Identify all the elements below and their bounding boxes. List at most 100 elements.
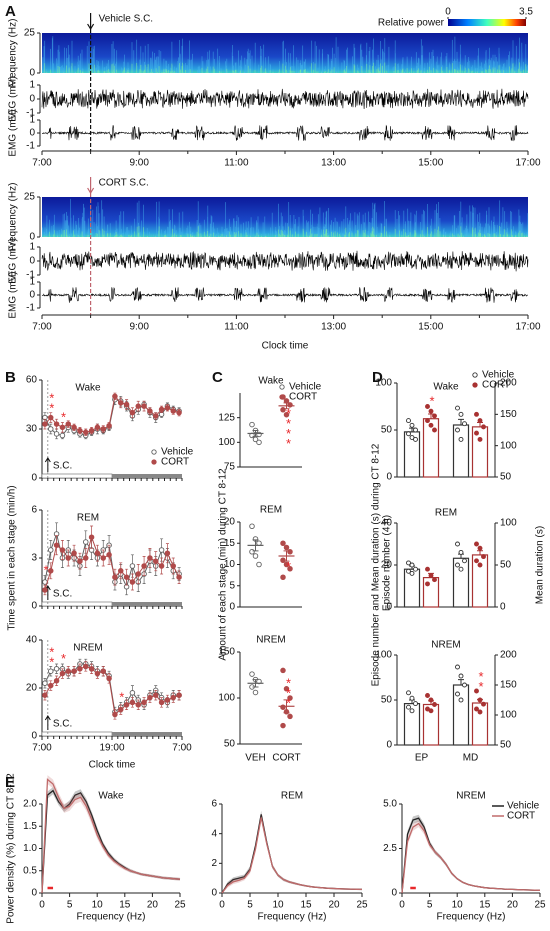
data-point	[88, 534, 95, 540]
data-point	[462, 558, 467, 564]
chart-title: NREM	[431, 640, 460, 651]
x-tick-label: 0	[39, 900, 45, 911]
x-tick-label: VEH	[245, 753, 266, 764]
y-tick-label: 0	[29, 128, 35, 139]
y-tick-label: 0.5	[23, 865, 37, 876]
x-tick-label: CORT	[272, 753, 300, 764]
y-tick-label: 125	[218, 412, 235, 423]
data-point	[249, 523, 255, 530]
axis-label: Power density (%) during CT 8-12	[6, 773, 17, 924]
panel-label: E	[5, 774, 15, 791]
data-point	[280, 667, 286, 674]
y-tick-label: 50	[224, 739, 236, 750]
x-tick-label: 20	[507, 900, 519, 911]
y-tick-label: 2.0	[23, 799, 37, 810]
legend-marker	[472, 382, 478, 388]
x-tick-label: 19:00	[99, 743, 124, 754]
x-tick-label: MD	[463, 753, 479, 764]
data-point	[406, 690, 411, 696]
data-point	[135, 571, 141, 577]
data-point	[53, 421, 60, 427]
y-tick-label: 100	[218, 693, 235, 704]
data-point	[283, 561, 290, 568]
x-tick-label: 10	[452, 900, 464, 911]
data-point	[123, 401, 130, 408]
significance-marker: *	[56, 651, 71, 661]
y-tick-label: -1	[26, 270, 35, 281]
track-label: EMG (mV)	[8, 109, 19, 156]
data-point	[117, 706, 124, 713]
x-tick-label: 15:00	[418, 158, 443, 169]
x-tick-label: 9:00	[129, 322, 149, 333]
colorbar-tick-label: 3.5	[519, 7, 533, 18]
legend-label: CORT	[482, 380, 510, 391]
light-period	[41, 473, 113, 479]
data-point	[287, 695, 293, 701]
x-axis-label: Frequency (Hz)	[258, 912, 327, 923]
data-point	[477, 436, 483, 442]
data-point	[152, 692, 159, 698]
data-point	[141, 563, 147, 569]
chart-title: Wake	[258, 376, 284, 387]
light-period	[41, 601, 113, 607]
significance-marker: ****	[281, 406, 296, 446]
data-point	[100, 426, 106, 432]
y-tick-label: 50	[500, 560, 512, 571]
error-band	[42, 775, 180, 896]
series-line	[41, 778, 181, 894]
x-tick-label: 25	[356, 900, 368, 911]
legend-label: CORT	[507, 811, 535, 822]
data-point	[413, 701, 418, 707]
data-point	[428, 697, 434, 703]
y-tick-label: 50	[381, 425, 393, 436]
sem-bar	[252, 429, 259, 437]
y-tick-label: 100	[500, 518, 517, 529]
colorbar-label: Relative power	[378, 18, 445, 29]
data-point	[425, 566, 430, 572]
error-bar	[477, 550, 483, 555]
data-point	[135, 403, 141, 409]
hour-ticks	[41, 606, 183, 609]
error-band	[402, 820, 540, 894]
data-point	[42, 680, 48, 686]
y-tick-label: 1	[29, 115, 35, 126]
injection-label: S.C.	[53, 719, 72, 730]
colorbar-tick-label: 0	[445, 7, 451, 18]
y-tick-label: 0	[386, 740, 392, 751]
data-point	[158, 699, 165, 706]
data-point	[474, 706, 479, 712]
data-point	[432, 427, 437, 433]
x-tick-label: 15	[479, 900, 491, 911]
y-tick-label: 5	[229, 580, 235, 591]
legend-marker	[472, 372, 478, 378]
y-tick-label: 150	[500, 409, 517, 420]
data-point	[77, 427, 83, 434]
panel-label: A	[5, 3, 16, 20]
data-point	[249, 671, 255, 677]
y-tick-label: 0	[29, 290, 35, 301]
x-axis-label: Frequency (Hz)	[77, 912, 146, 923]
data-point	[283, 686, 290, 692]
x-tick-label: 13:00	[321, 322, 346, 333]
data-point	[458, 697, 464, 703]
data-point	[117, 400, 124, 406]
data-point	[409, 562, 415, 568]
y-tick-label: 0	[386, 602, 392, 613]
x-tick-label: 5	[67, 900, 73, 911]
chart-title: NREM	[456, 791, 485, 802]
y-tick-label: 60	[26, 375, 38, 386]
significance-marker: *	[114, 689, 129, 699]
panel-label: D	[372, 369, 383, 386]
data-point	[112, 393, 118, 400]
data-point	[152, 558, 159, 564]
data-point	[455, 562, 460, 568]
data-point	[106, 552, 112, 558]
eeg-trace	[41, 250, 529, 272]
data-point	[280, 540, 286, 547]
bar	[422, 576, 440, 608]
y-tick-label: 20	[26, 683, 38, 694]
y-tick-label: 200	[500, 650, 517, 661]
light-period	[41, 731, 113, 737]
legend-marker	[151, 449, 157, 455]
